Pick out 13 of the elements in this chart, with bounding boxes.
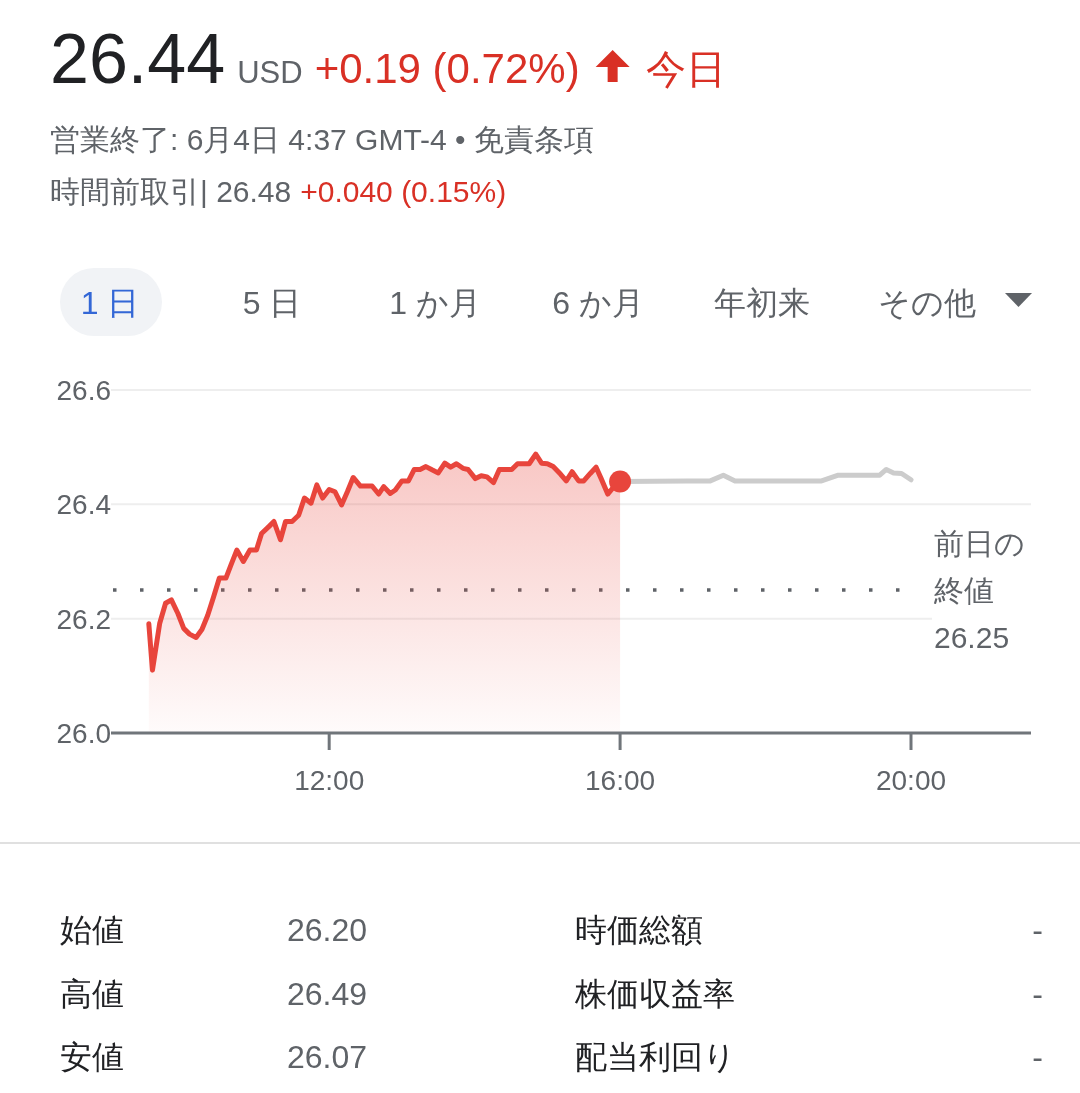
y-tick-label: 26.6 — [56, 375, 111, 406]
y-tick-label: 26.2 — [56, 603, 111, 635]
header: 26.44 USD +0.19 (0.72%) 今日 営業終了: 6月4日 4:37 GMT-4 • 免責条項 時間前取引| 26.48 +0.040 (0.15%) — [50, 20, 726, 208]
range-tabs: 1 日 5 日 1 か月 6 か月 年初来 その他 — [60, 268, 1032, 336]
chart-title: 26.44 — [50, 20, 226, 98]
x-tick-label: 20:00 — [875, 765, 947, 796]
x-tick-label: 12:00 — [294, 765, 365, 796]
stats-table: 始値 26.20 高値 26.49 安値 26.07 時価総額 - 株価収益率 - 配当利回り - — [60, 912, 1043, 1075]
ref-line-label: 前日の終値 26.25 — [933, 527, 1025, 655]
y-tick-label: 26.0 — [56, 718, 111, 749]
x-tick-label: 16:00 — [585, 765, 656, 796]
y-tick-label: 26.4 — [56, 489, 111, 521]
chart-subtitle: 営業終了: 6月4日 4:37 GMT-4 • 免責条項 — [50, 123, 594, 156]
